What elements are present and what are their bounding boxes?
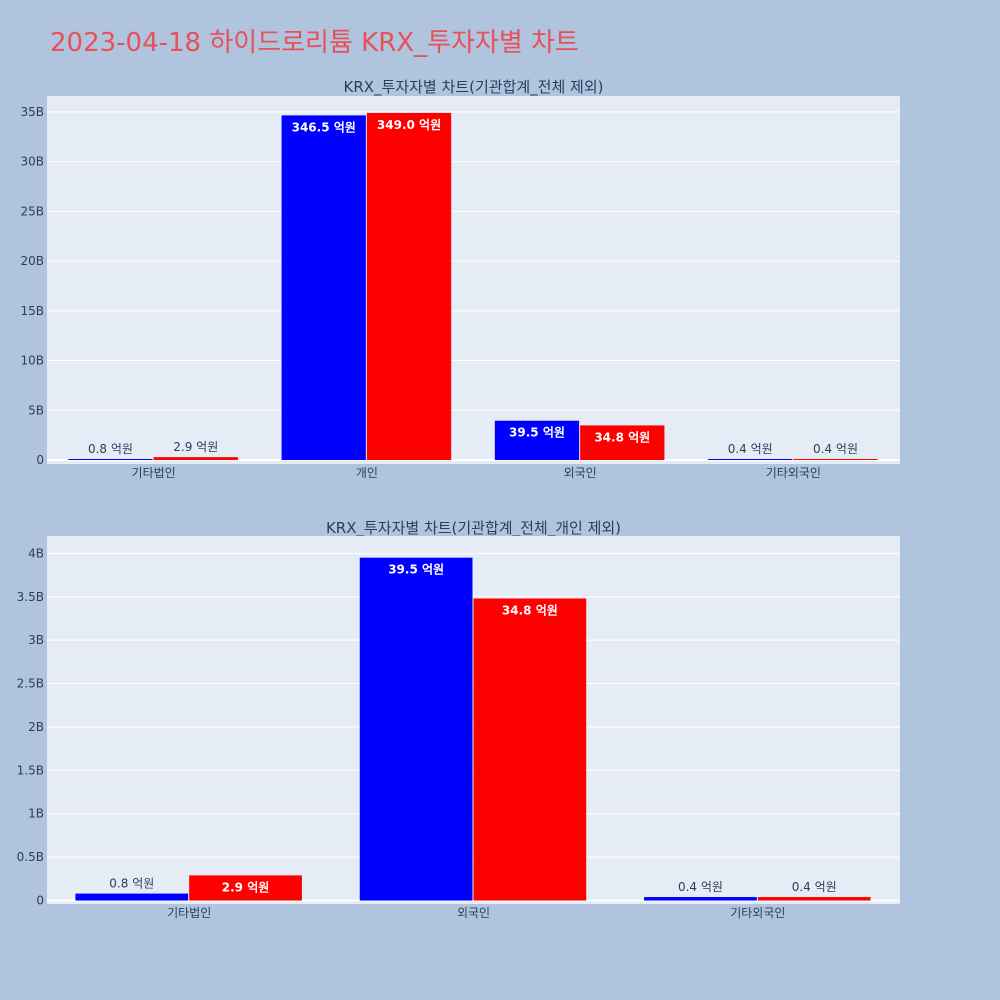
bar-series-2[interactable] [473,598,587,901]
y-tick-label: 25B [20,204,44,218]
bar-series-1[interactable] [75,893,189,901]
x-tick-label: 기타외국인 [730,906,785,920]
y-tick-label: 35B [20,105,44,119]
chart-title: KRX_투자자별 차트(기관합계_전체_개인 제외) [326,519,621,538]
bar-data-label: 34.8 억원 [594,430,650,444]
x-tick-label: 외국인 [564,466,597,480]
bar-data-label: 0.4 억원 [792,880,837,894]
bar-series-1[interactable] [644,897,757,901]
bar-series-1[interactable] [68,459,153,461]
y-tick-label: 20B [20,254,44,268]
bar-series-2[interactable] [580,425,665,461]
y-tick-label: 1B [28,807,44,821]
x-tick-label: 기타외국인 [766,466,821,480]
bar-data-label: 0.4 억원 [813,442,858,456]
bar-series-2[interactable] [757,897,871,901]
y-tick-label: 2.5B [17,677,44,691]
bar-data-label: 0.4 억원 [678,880,723,894]
bar-data-label: 0.4 억원 [728,442,773,456]
bar-series-1[interactable] [708,459,793,461]
bar-data-label: 346.5 억원 [292,120,356,134]
y-tick-label: 30B [20,155,44,169]
y-tick-label: 3B [28,633,44,647]
bar-data-label: 34.8 억원 [502,603,558,617]
x-tick-label: 외국인 [457,906,490,920]
bar-series-1[interactable] [359,557,473,901]
y-tick-label: 0 [36,894,44,908]
bar-data-label: 0.8 억원 [88,442,133,456]
x-tick-label: 기타법인 [167,906,211,920]
chart-title: KRX_투자자별 차트(기관합계_전체 제외) [344,78,604,97]
y-tick-label: 3.5B [17,590,44,604]
y-tick-label: 4B [28,546,44,560]
y-tick-label: 1.5B [17,763,44,777]
bar-data-label: 39.5 억원 [509,426,565,440]
bar-series-1[interactable] [494,420,580,461]
bar-data-label: 39.5 억원 [388,563,444,577]
plot-area [47,96,900,464]
bar-series-2[interactable] [366,112,452,461]
y-tick-label: 5B [28,403,44,417]
x-tick-label: 기타법인 [132,466,176,480]
bar-series-2[interactable] [189,875,302,901]
x-tick-label: 개인 [356,466,378,480]
bar-series-2[interactable] [793,459,878,461]
y-tick-label: 0 [36,453,44,467]
bar-data-label: 0.8 억원 [109,877,154,891]
bar-data-label: 2.9 억원 [222,880,270,894]
bar-data-label: 2.9 억원 [173,440,218,454]
bar-series-2[interactable] [153,457,238,461]
bar-data-label: 349.0 억원 [377,118,441,132]
y-tick-label: 0.5B [17,850,44,864]
y-tick-label: 10B [20,354,44,368]
y-tick-label: 15B [20,304,44,318]
y-tick-label: 2B [28,720,44,734]
bar-series-1[interactable] [281,115,366,461]
bar-chart-top: KRX_투자자별 차트(기관합계_전체 제외) 0 5B 10B 15B 20B 25B 30… [20,78,900,480]
bar-chart-bottom: KRX_투자자별 차트(기관합계_전체_개인 제외) 0 0.5B 1B 1.5B 2B 2… [17,519,900,920]
page-title: 2023-04-18 하이드로리튬 KRX_투자자별 차트 [50,28,579,58]
